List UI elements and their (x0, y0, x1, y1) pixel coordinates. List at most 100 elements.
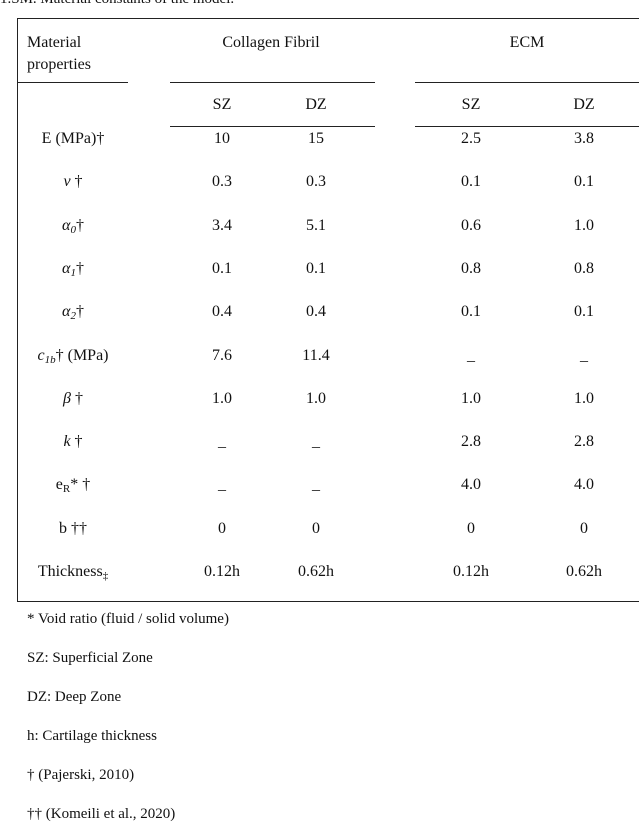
row-label: k † (63, 432, 82, 452)
row-label: α0† (62, 216, 84, 236)
cell: 0.1 (306, 259, 326, 277)
label-subscript: 1 (70, 266, 76, 279)
label-text: e (55, 476, 63, 494)
cell: _ (218, 433, 226, 451)
label-text: k (63, 433, 71, 451)
cell: 10 (214, 130, 230, 147)
cell: 0.62h (566, 563, 602, 580)
row-label: α2† (62, 302, 84, 322)
cell: _ (580, 346, 588, 364)
label-suffix: † (75, 303, 84, 321)
footnote: * Void ratio (fluid / solid volume) (27, 611, 229, 627)
label-suffix: † (70, 173, 83, 191)
cell: _ (312, 433, 320, 451)
rule (170, 82, 375, 83)
cell: 0.1 (461, 173, 481, 191)
row-label: b †† (59, 519, 87, 539)
label-text: α (62, 259, 71, 277)
cell: 0.1 (461, 303, 481, 321)
label-suffix: † (70, 389, 83, 407)
label-subscript: 0 (70, 223, 76, 236)
label-suffix: † (75, 216, 84, 234)
cell: 0.4 (212, 303, 232, 321)
cell: 2.5 (461, 130, 481, 147)
cell: 0.1 (574, 173, 594, 191)
cell: 0.8 (574, 259, 594, 277)
cell: 5.1 (306, 216, 326, 234)
cell: 3.4 (212, 216, 232, 234)
label-subscript: R (62, 483, 71, 496)
cell: 0.4 (306, 303, 326, 321)
cell: _ (218, 476, 226, 494)
label-text: β (63, 389, 71, 407)
cell: 11.4 (302, 346, 330, 364)
label-text: E (MPa)† (41, 130, 105, 147)
table-border (17, 18, 639, 602)
cell: 1.0 (212, 389, 232, 407)
label-text: b †† (59, 519, 87, 537)
cell: 15 (308, 130, 324, 147)
label-subscript: ‡ (102, 570, 109, 582)
cell: 2.8 (461, 433, 481, 451)
rule (415, 82, 639, 83)
cell: 0.12h (204, 563, 240, 580)
cell: 0 (467, 519, 475, 537)
cell: 0 (218, 519, 226, 537)
cell: 1.0 (574, 389, 594, 407)
rule (415, 126, 639, 127)
label-text: Thickness (37, 563, 103, 580)
row-label: α1† (62, 259, 84, 279)
label-text: v (63, 173, 71, 191)
cell: 0.1 (574, 303, 594, 321)
cell: 4.0 (461, 476, 481, 494)
rule (170, 126, 375, 127)
column-header: DZ (573, 96, 595, 113)
row-label: c1b† (MPa) (38, 346, 109, 366)
label-text: α (62, 303, 71, 321)
label-subscript: 1b (44, 353, 56, 366)
group-header: ECM (509, 34, 545, 51)
cell: 0.12h (453, 563, 489, 580)
column-header: SZ (212, 96, 232, 113)
cell: _ (312, 476, 320, 494)
footnote: † (Pajerski, 2010) (27, 767, 135, 783)
caption: 1.SM. Material constants of the model. (0, 0, 234, 9)
footnote: †† (Komeili et al., 2020) (27, 806, 176, 822)
label-text: α (62, 216, 71, 234)
cell: 0.8 (461, 259, 481, 277)
cell: 1.0 (461, 389, 481, 407)
cell: 2.8 (574, 433, 594, 451)
cell: 0.62h (298, 563, 334, 580)
row-label: β † (63, 389, 83, 409)
label-suffix: † (70, 433, 83, 451)
cell: 0 (580, 519, 588, 537)
cell: 0.1 (212, 259, 232, 277)
column-header: SZ (461, 96, 481, 113)
cell: 3.8 (574, 130, 594, 147)
row-label: eR* † (56, 475, 90, 495)
footnote: DZ: Deep Zone (27, 689, 122, 705)
cell: 4.0 (574, 476, 594, 494)
rule (17, 82, 128, 83)
cell: _ (467, 346, 475, 364)
column-header: DZ (305, 96, 327, 113)
group-header: Collagen Fibril (222, 34, 320, 51)
cell: 7.6 (212, 346, 232, 364)
row-label: E (MPa)† (42, 129, 105, 149)
label-text: c (37, 346, 45, 364)
row-label: Thickness‡ (38, 562, 108, 582)
cell: 0.3 (212, 173, 232, 191)
cell: 0.3 (306, 173, 326, 191)
cell: 0.6 (461, 216, 481, 234)
label-suffix: † (75, 259, 84, 277)
footnote: h: Cartilage thickness (27, 728, 157, 744)
cell: 1.0 (306, 389, 326, 407)
label-suffix: † (MPa) (55, 346, 109, 364)
cell: 1.0 (574, 216, 594, 234)
row-label: v † (63, 172, 82, 192)
cell: 0 (312, 519, 320, 537)
footnote: SZ: Superficial Zone (27, 650, 153, 666)
label-suffix: * † (70, 476, 91, 494)
label-subscript: 2 (70, 310, 76, 323)
